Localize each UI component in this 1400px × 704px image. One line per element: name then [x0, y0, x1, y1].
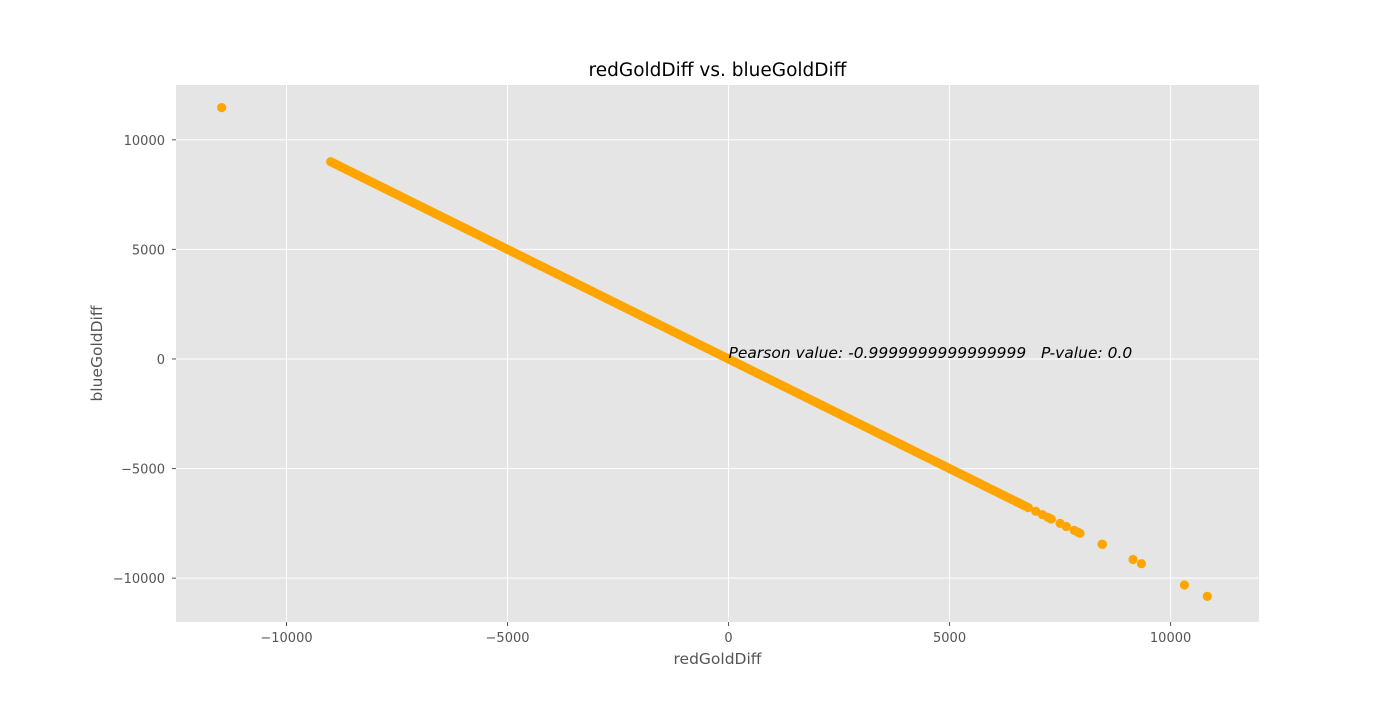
pearson-annotation: Pearson value: -0.9999999999999999 P-val…: [729, 344, 1133, 362]
x-tick-label: 5000: [933, 631, 966, 646]
x-tick-label: −10000: [260, 631, 312, 646]
data-point: [1055, 518, 1065, 528]
data-point: [1136, 559, 1147, 569]
x-tick-label: 0: [724, 631, 732, 646]
data-point: [1023, 502, 1033, 513]
data-point: [1031, 506, 1041, 516]
data-point: [1128, 554, 1138, 565]
y-tick-label: 10000: [124, 134, 165, 149]
x-tick-label: −5000: [486, 631, 530, 646]
y-tick-label: −10000: [113, 572, 165, 587]
data-point: [1069, 525, 1079, 535]
x-tick-label: 10000: [1150, 631, 1191, 646]
x-axis-label: redGoldDiff: [674, 650, 762, 668]
y-tick-label: 5000: [132, 243, 165, 258]
data-point: [217, 103, 227, 113]
y-tick-label: 0: [157, 353, 165, 368]
y-axis-label: blueGoldDiff: [88, 305, 106, 401]
x-axis: −10000 −5000 0 5000 10000: [260, 622, 1191, 646]
grid: [176, 85, 1259, 622]
data-point: [1097, 539, 1107, 549]
data-point: [1179, 580, 1190, 590]
y-axis: −10000 −5000 0 5000 10000: [113, 134, 176, 587]
data-points: [217, 103, 1212, 601]
y-tick-label: −5000: [121, 463, 165, 478]
chart-title: redGoldDiff vs. blueGoldDiff: [589, 60, 848, 81]
data-point: [1202, 591, 1212, 601]
